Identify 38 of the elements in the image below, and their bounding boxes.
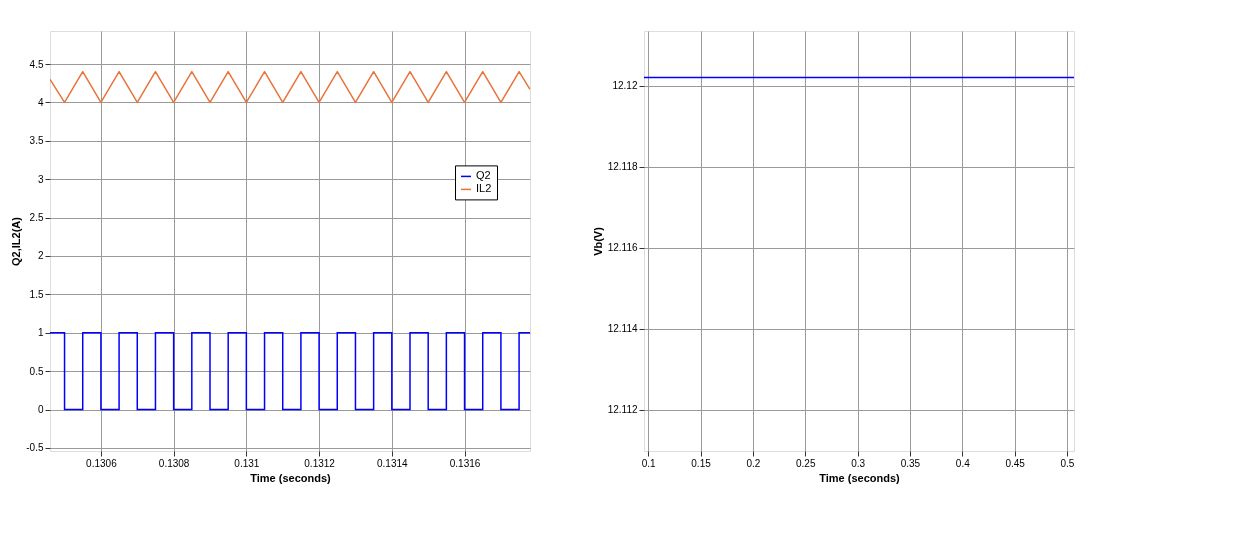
y-tick-label: 12.118 — [607, 161, 638, 173]
x-tick-label: 0.35 — [900, 457, 921, 469]
x-tick-label: 0.1312 — [304, 457, 336, 469]
y-tick-label: 4.5 — [29, 58, 44, 70]
y-tick-label: 12.112 — [607, 404, 638, 416]
x-tick-label: 0.1316 — [449, 457, 481, 469]
x-tick-label: 0.1 — [641, 457, 657, 469]
y-tick-label: 3.5 — [29, 135, 44, 147]
y-tick-label: 12.116 — [607, 242, 638, 254]
x-tick-label: 0.3 — [851, 457, 866, 469]
x-tick-label: 0.5 — [1060, 457, 1075, 469]
y-tick-label: 1 — [37, 327, 44, 339]
y-tick-label: 1.5 — [29, 288, 44, 300]
legend-label: IL2 — [476, 182, 492, 195]
x-tick-label: 0.131 — [234, 457, 260, 469]
y-tick-label: 2.5 — [29, 212, 44, 224]
y-tick-label: 3 — [37, 173, 44, 185]
y-tick-label: -0.5 — [26, 442, 44, 454]
x-axis-title: Time (seconds) — [819, 471, 901, 484]
y-axis-title: Q2,IL2(A) — [10, 216, 23, 266]
x-tick-label: 0.4 — [955, 457, 971, 469]
line-series — [50, 70, 530, 104]
x-axis-title: Time (seconds) — [250, 471, 332, 484]
y-tick-label: 4 — [37, 96, 44, 108]
x-tick-label: 0.45 — [1005, 457, 1026, 469]
y-axis-title: Vb(V) — [591, 226, 604, 256]
y-tick-label: 0.5 — [29, 365, 44, 377]
x-tick-label: 0.1308 — [158, 457, 190, 469]
x-tick-label: 0.2 — [746, 457, 761, 469]
legend-label: Q2 — [476, 169, 491, 182]
y-tick-label: 0 — [37, 404, 44, 416]
x-tick-label: 0.1314 — [377, 457, 409, 469]
y-tick-label: 12.12 — [612, 80, 638, 92]
y-tick-label: 2 — [37, 250, 44, 262]
x-tick-label: 0.25 — [796, 457, 816, 469]
x-tick-label: 0.1306 — [86, 457, 118, 469]
y-tick-label: 12.114 — [607, 323, 638, 335]
x-tick-label: 0.15 — [691, 457, 712, 469]
